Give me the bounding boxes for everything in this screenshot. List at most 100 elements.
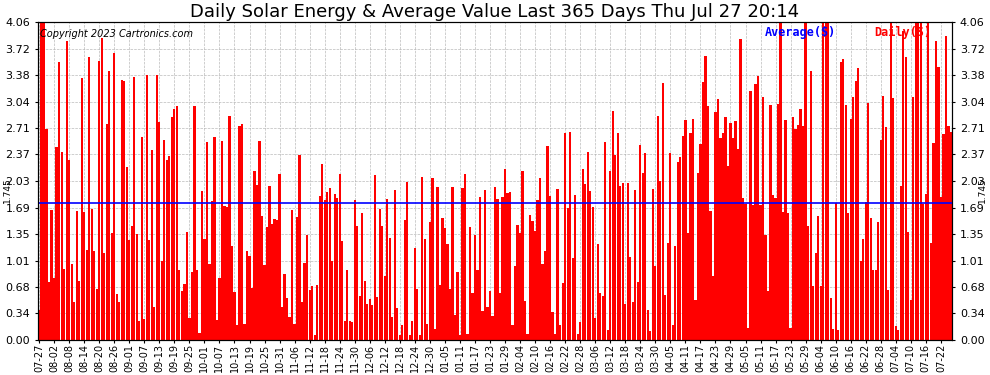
Bar	[248, 256, 250, 340]
Bar	[491, 316, 494, 340]
Bar	[301, 302, 303, 340]
Bar	[895, 327, 897, 340]
Bar	[348, 321, 350, 340]
Bar	[730, 123, 732, 340]
Bar	[429, 222, 431, 340]
Bar	[539, 178, 542, 340]
Bar	[546, 146, 548, 340]
Bar	[589, 191, 591, 340]
Bar	[764, 235, 766, 340]
Bar	[158, 122, 160, 340]
Bar	[551, 312, 553, 340]
Bar	[213, 137, 216, 340]
Bar	[139, 321, 141, 340]
Bar	[579, 322, 581, 340]
Bar	[754, 84, 756, 340]
Bar	[599, 293, 601, 340]
Bar	[78, 281, 80, 340]
Bar	[70, 264, 73, 340]
Bar	[702, 82, 704, 340]
Bar	[607, 330, 609, 340]
Bar	[419, 335, 421, 340]
Bar	[378, 210, 381, 340]
Bar	[659, 181, 661, 340]
Bar	[141, 137, 143, 340]
Bar	[534, 231, 537, 340]
Bar	[566, 209, 569, 340]
Bar	[915, 22, 917, 340]
Bar	[694, 300, 697, 340]
Bar	[234, 292, 236, 340]
Bar	[569, 132, 571, 340]
Bar	[229, 116, 231, 340]
Bar	[136, 234, 138, 340]
Bar	[514, 266, 516, 340]
Bar	[93, 251, 95, 340]
Bar	[291, 210, 293, 340]
Bar	[46, 129, 48, 340]
Bar	[489, 291, 491, 340]
Bar	[389, 238, 391, 340]
Bar	[928, 22, 930, 340]
Bar	[160, 261, 163, 340]
Bar	[784, 120, 787, 340]
Bar	[239, 126, 241, 340]
Bar	[437, 187, 439, 340]
Bar	[584, 184, 586, 340]
Bar	[281, 307, 283, 340]
Bar	[409, 334, 411, 340]
Bar	[642, 173, 644, 340]
Text: 1.745: 1.745	[978, 177, 987, 203]
Bar	[532, 221, 534, 340]
Bar	[48, 282, 50, 340]
Bar	[862, 238, 864, 340]
Bar	[859, 261, 862, 340]
Bar	[384, 276, 386, 340]
Bar	[852, 98, 854, 340]
Bar	[170, 117, 173, 340]
Bar	[586, 152, 589, 340]
Bar	[644, 153, 646, 340]
Bar	[113, 53, 116, 340]
Bar	[782, 211, 784, 340]
Bar	[43, 23, 46, 340]
Bar	[549, 196, 551, 340]
Bar	[391, 317, 393, 340]
Bar	[499, 293, 501, 340]
Bar	[496, 199, 499, 340]
Bar	[446, 244, 448, 340]
Bar	[581, 169, 584, 340]
Bar	[940, 196, 942, 340]
Bar	[416, 290, 419, 340]
Bar	[944, 36, 947, 340]
Bar	[118, 303, 121, 340]
Bar	[458, 335, 461, 340]
Bar	[211, 201, 213, 340]
Bar	[594, 318, 596, 340]
Text: Copyright 2023 Cartronics.com: Copyright 2023 Cartronics.com	[40, 28, 193, 39]
Bar	[153, 308, 155, 340]
Bar	[250, 288, 253, 340]
Bar	[108, 70, 110, 340]
Bar	[466, 334, 468, 340]
Text: Daily($): Daily($)	[874, 26, 932, 39]
Bar	[463, 174, 466, 340]
Bar	[255, 185, 258, 340]
Bar	[88, 57, 90, 340]
Bar	[897, 330, 900, 340]
Bar	[777, 104, 779, 340]
Bar	[236, 324, 239, 340]
Bar	[386, 199, 388, 340]
Bar	[517, 225, 519, 340]
Bar	[938, 67, 940, 340]
Bar	[366, 304, 368, 340]
Bar	[812, 286, 814, 340]
Bar	[221, 141, 223, 340]
Bar	[103, 253, 105, 340]
Bar	[524, 301, 527, 340]
Bar	[669, 153, 671, 340]
Bar	[123, 81, 126, 340]
Bar	[732, 138, 735, 340]
Bar	[744, 204, 746, 340]
Bar	[854, 81, 857, 340]
